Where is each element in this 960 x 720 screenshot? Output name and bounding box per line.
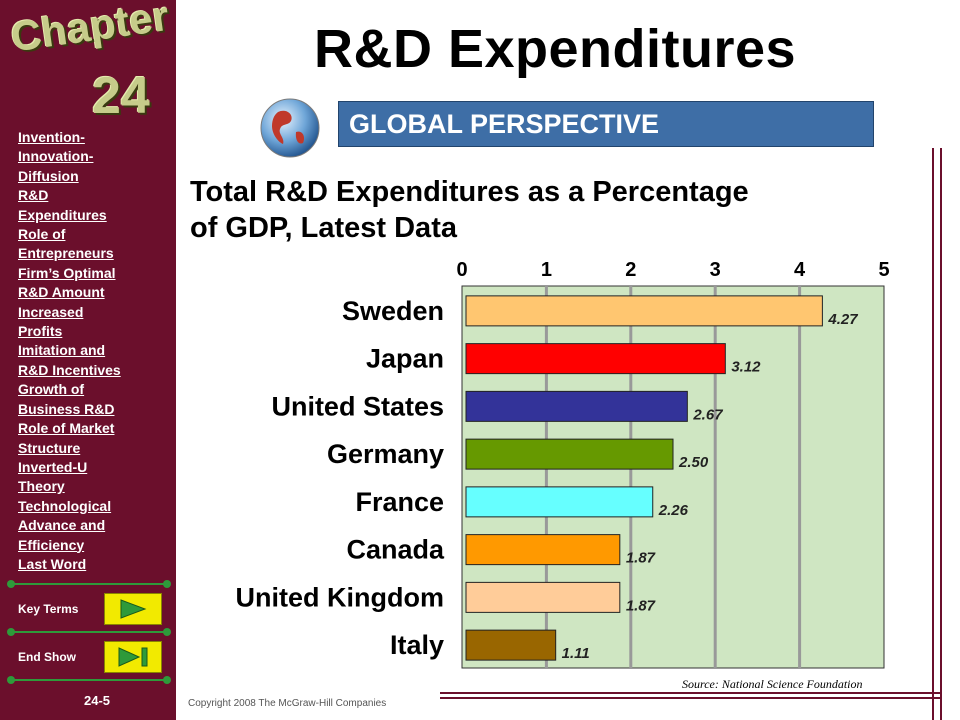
category-label: Germany: [327, 439, 444, 469]
bar-value-label: 3.12: [731, 359, 761, 376]
sidebar-nav-link[interactable]: Invention-: [18, 129, 85, 145]
sidebar-nav-link[interactable]: Firm’s Optimal: [18, 264, 116, 281]
divider: [7, 676, 171, 684]
subtitle-line-2: of GDP, Latest Data: [190, 212, 457, 244]
decorative-line: [440, 692, 940, 694]
sidebar-nav: Invention- Innovation- Diffusion R&D Expendi…: [18, 128, 168, 574]
bar-value-label: 1.87: [626, 550, 656, 567]
play-arrow-icon: [120, 599, 147, 619]
category-label: Canada: [346, 535, 445, 565]
bar-value-label: 2.50: [678, 454, 709, 471]
sidebar-nav-link[interactable]: Inverted-U: [18, 458, 88, 475]
category-label: Japan: [366, 344, 444, 374]
decorative-line: [440, 697, 940, 699]
decorative-line: [932, 148, 934, 720]
x-tick-label: 3: [710, 259, 721, 281]
category-label: France: [355, 487, 444, 517]
chapter-logo: Chapter 24: [0, 0, 176, 140]
x-tick-label: 5: [878, 259, 889, 281]
copyright: Copyright 2008 The McGraw-Hill Companies: [188, 698, 387, 709]
subtitle-line-1: Total R&D Expenditures as a Percentage: [190, 176, 749, 208]
sidebar-nav-link[interactable]: Growth of: [18, 381, 85, 398]
category-label: United Kingdom: [236, 582, 444, 612]
sidebar-nav-link[interactable]: R&D Incentives: [18, 361, 121, 378]
globe-icon: [260, 98, 320, 158]
bar-value-label: 1.11: [562, 645, 590, 662]
sidebar: Chapter 24 Invention- Innovation- Diffusio…: [0, 0, 176, 720]
bar: [465, 438, 674, 470]
sidebar-nav-link[interactable]: Role of: [18, 226, 66, 243]
divider: [7, 580, 171, 588]
sidebar-nav-link[interactable]: Expenditures: [18, 206, 107, 223]
sidebar-nav-link[interactable]: R&D Amount: [18, 284, 105, 301]
chart-subtitle: Total R&D Expenditures as a Percentage o…: [190, 174, 930, 246]
end-show-icon: [118, 647, 148, 667]
sidebar-nav-link[interactable]: Imitation and: [18, 342, 106, 359]
bar: [465, 581, 621, 613]
end-show-label: End Show: [18, 650, 76, 664]
sidebar-nav-link[interactable]: Technological: [18, 497, 112, 514]
x-tick-label: 0: [456, 259, 467, 281]
decorative-line: [940, 148, 942, 720]
bar: [465, 295, 823, 327]
sidebar-nav-link[interactable]: Business R&D: [18, 400, 115, 417]
bar-value-label: 2.67: [692, 406, 723, 423]
sidebar-nav-link[interactable]: Diffusion: [18, 167, 79, 184]
sidebar-nav-link[interactable]: Last Word: [18, 555, 87, 572]
sidebar-nav-link[interactable]: Entrepreneurs: [18, 245, 114, 262]
x-tick-label: 1: [541, 259, 552, 281]
bar: [465, 534, 621, 566]
sidebar-nav-link[interactable]: Role of Market: [18, 420, 115, 437]
x-tick-label: 2: [625, 259, 636, 281]
category-label: Sweden: [342, 296, 444, 326]
bar: [465, 629, 557, 661]
sidebar-nav-link[interactable]: Increased: [18, 303, 84, 320]
chapter-number: 24: [92, 67, 150, 125]
divider: [7, 628, 171, 636]
bar-value-label: 1.87: [626, 597, 656, 614]
end-show-button[interactable]: [104, 641, 162, 673]
sidebar-nav-link[interactable]: Innovation-: [18, 148, 94, 165]
category-label: Italy: [390, 630, 444, 660]
key-terms-label: Key Terms: [18, 602, 79, 616]
bar: [465, 390, 688, 422]
bar: [465, 486, 654, 518]
bar: [465, 343, 726, 375]
bar-value-label: 4.27: [827, 311, 858, 328]
page-number: 24-5: [84, 693, 111, 708]
category-label: United States: [271, 391, 444, 421]
bar-value-label: 2.26: [658, 502, 689, 519]
sidebar-nav-link[interactable]: Advance and: [18, 517, 106, 534]
banner-text: GLOBAL PERSPECTIVE: [349, 109, 660, 139]
sidebar-nav-link[interactable]: Efficiency: [18, 536, 85, 553]
sidebar-nav-link[interactable]: Profits: [18, 323, 63, 340]
global-perspective-banner: GLOBAL PERSPECTIVE: [338, 101, 874, 147]
key-terms-button[interactable]: [104, 593, 162, 625]
sidebar-nav-link[interactable]: Theory: [18, 478, 65, 495]
sidebar-nav-link[interactable]: R&D: [18, 187, 49, 204]
source-note: Source: National Science Foundation: [682, 677, 863, 691]
sidebar-nav-link[interactable]: Structure: [18, 439, 81, 456]
x-tick-label: 4: [794, 259, 806, 281]
page-title: R&D Expenditures: [313, 19, 797, 79]
